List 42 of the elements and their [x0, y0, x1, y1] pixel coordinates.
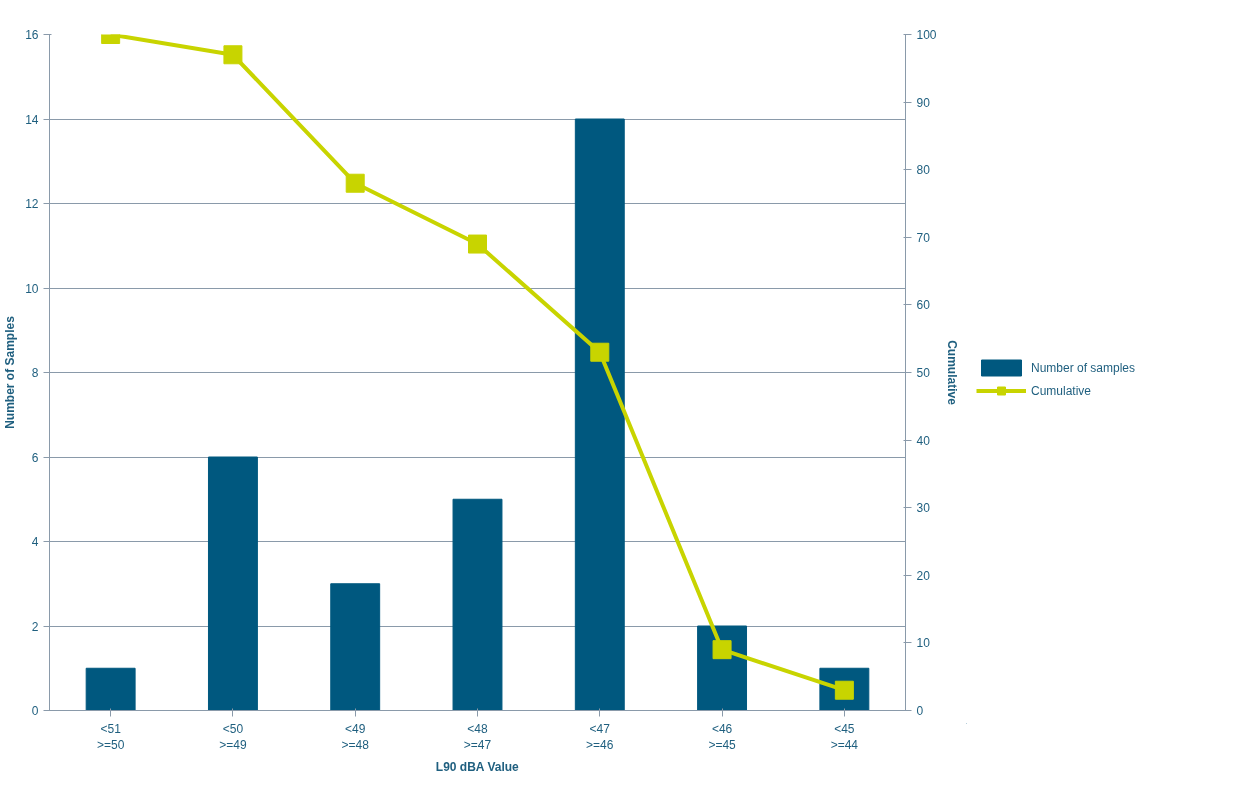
- x-tick-label: <47 >=46: [586, 721, 614, 753]
- x-tick-label: <45 >=44: [830, 721, 859, 753]
- y-axis-title: Number of Samples: [3, 315, 18, 429]
- y2-tick-label: 80: [916, 163, 931, 178]
- bar: [207, 456, 258, 711]
- y2-tick-label: 50: [916, 366, 931, 380]
- x-axis-title: L90 dBA Value: [435, 760, 520, 775]
- point: [590, 342, 610, 362]
- point: [712, 640, 732, 660]
- y2-tick-label: 90: [916, 95, 931, 110]
- y-tick-label: 8: [31, 366, 39, 380]
- legend-label: Number of samples: [1031, 360, 1136, 374]
- bar: [330, 583, 381, 711]
- point: [223, 45, 243, 65]
- point: [468, 234, 487, 254]
- y2-tick-label: 100: [916, 28, 937, 42]
- y-tick-label: 4: [31, 535, 39, 549]
- y-tick-label: 0: [31, 704, 39, 718]
- y2-tick-label: 40: [916, 433, 931, 448]
- y2-tick-label: 60: [916, 298, 931, 313]
- bar: [452, 498, 503, 711]
- y-tick-label: 10: [25, 281, 39, 296]
- y2-tick-label: 70: [916, 230, 931, 245]
- point: [345, 173, 365, 193]
- y2-axis-title: Cumulative: [944, 340, 959, 406]
- y-tick-label: 16: [25, 28, 39, 42]
- y2-tick-label: 10: [916, 636, 931, 651]
- bar: [574, 118, 625, 711]
- x-tick-label: <49 >=48: [341, 721, 370, 753]
- y-tick-label: 6: [31, 450, 39, 465]
- legend-label: Cumulative: [1031, 383, 1092, 397]
- y-tick-label: 14: [25, 112, 39, 127]
- x-tick-label: <51 >=50: [96, 721, 125, 753]
- x-tick-label: <48 >=47: [463, 721, 492, 753]
- x-tick-label: <46 >=45: [708, 721, 737, 753]
- y2-tick-label: 20: [916, 568, 931, 583]
- y2-tick-label: 30: [916, 501, 931, 516]
- y-tick-label: 12: [25, 197, 39, 211]
- y-tick-label: 2: [31, 619, 39, 634]
- bar: [85, 667, 136, 711]
- y2-tick-label: 0: [916, 704, 924, 718]
- x-tick-label: <50 >=49: [219, 721, 247, 753]
